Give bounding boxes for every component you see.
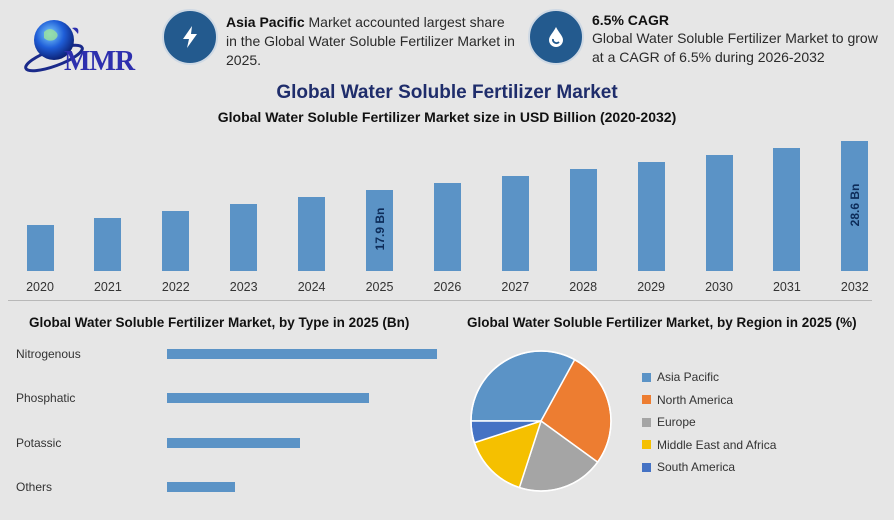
type-bar-nitrogenous	[167, 349, 437, 359]
water-drop-icon	[549, 27, 563, 47]
type-label: Potassic	[16, 435, 62, 450]
kpi-bold: 6.5% CAGR	[592, 12, 670, 28]
x-tick-label: 2032	[840, 280, 869, 294]
type-bar-others	[167, 481, 236, 492]
logo-text: MMR	[64, 46, 135, 77]
x-tick-label: 2022	[161, 280, 190, 294]
kpi-lightning-badge	[162, 9, 218, 65]
type-chart-title: Global Water Soluble Fertilizer Market, …	[29, 315, 410, 330]
type-bar-potassic	[167, 437, 301, 448]
type-label: Others	[16, 479, 53, 494]
type-label: Phosphatic	[16, 391, 76, 406]
kpi-cagr: 6.5% CAGR Global Water Soluble Fertilize…	[592, 11, 892, 67]
kpi-cagr-badge	[528, 9, 584, 65]
bar-value-label: 17.9 Bn	[372, 207, 387, 251]
legend-item: Asia Pacific	[642, 370, 719, 384]
legend-label: North America	[657, 392, 734, 407]
legend-label: Middle East and Africa	[657, 437, 777, 452]
x-tick-label: 2025	[365, 280, 394, 294]
x-tick-label: 2021	[93, 280, 122, 294]
x-axis-line	[8, 300, 872, 301]
bar-2025	[366, 189, 393, 271]
kpi-asia-pacific: Asia Pacific Market accounted largest sh…	[226, 13, 516, 70]
bar-2030	[705, 155, 733, 271]
bar-chart-title: Global Water Soluble Fertilizer Market s…	[217, 109, 677, 125]
legend-item: South America	[642, 460, 735, 474]
legend-swatch-icon	[642, 417, 651, 427]
kpi-body: Global Water Soluble Fertilizer Market t…	[592, 30, 878, 65]
type-bar-phosphatic	[167, 393, 369, 404]
bar-2023	[230, 204, 258, 271]
legend-item: Europe	[642, 415, 696, 429]
legend-swatch-icon	[642, 440, 651, 449]
bar-2027	[501, 176, 529, 271]
x-tick-label: 2024	[297, 280, 326, 294]
bar-2032	[841, 141, 869, 271]
x-tick-label: 2023	[229, 280, 258, 294]
bar-2020	[26, 225, 54, 271]
lightning-icon	[183, 26, 197, 48]
x-tick-label: 2028	[569, 280, 598, 294]
kpi-bold: Asia Pacific	[226, 14, 305, 30]
legend-swatch-icon	[642, 462, 651, 472]
region-pie-chart	[470, 350, 612, 492]
type-label: Nitrogenous	[16, 347, 81, 361]
x-tick-label: 2026	[433, 280, 462, 294]
legend-item: Middle East and Africa	[642, 438, 776, 452]
legend-swatch-icon	[642, 395, 651, 404]
x-tick-label: 2029	[637, 280, 665, 294]
kpi-body: Market accounted largest share in the Gl…	[226, 14, 515, 68]
page-title: Global Water Soluble Fertilizer Market	[276, 82, 618, 103]
bar-2028	[569, 168, 597, 271]
bar-value-label: 28.6 Bn	[847, 183, 862, 227]
legend-label: Asia Pacific	[657, 370, 720, 384]
globe-logo-icon	[24, 20, 84, 73]
x-tick-label: 2020	[26, 280, 54, 294]
bar-2031	[773, 147, 801, 271]
legend-swatch-icon	[642, 372, 651, 382]
x-tick-label: 2030	[705, 280, 733, 294]
bar-2024	[298, 196, 326, 271]
bar-2021	[94, 217, 122, 271]
region-chart-title: Global Water Soluble Fertilizer Market, …	[467, 315, 857, 330]
legend-label: Europe	[657, 415, 696, 429]
bar-2029	[637, 161, 665, 271]
bar-2026	[433, 182, 461, 271]
x-tick-label: 2031	[772, 280, 801, 294]
legend-item: North America	[642, 393, 733, 407]
mmr-logo: MMR	[22, 14, 135, 77]
legend-label: South America	[657, 460, 736, 474]
bar-2022	[162, 211, 190, 271]
x-tick-label: 2027	[501, 280, 530, 294]
